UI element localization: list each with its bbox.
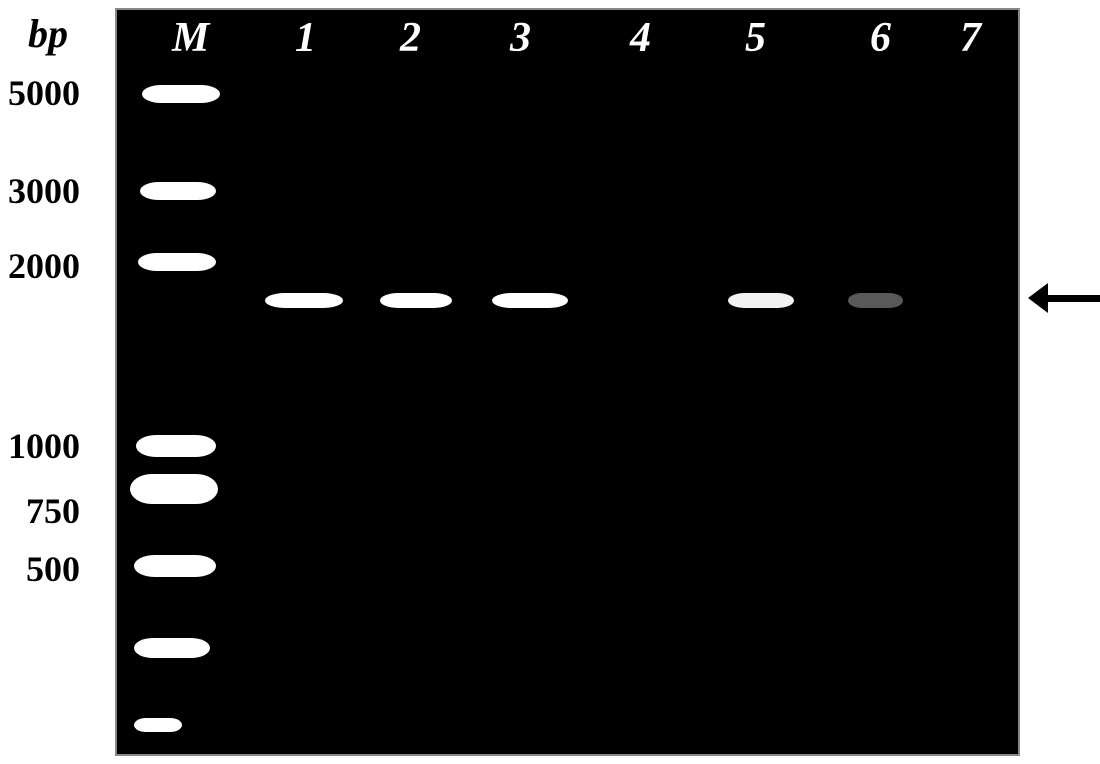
ladder-band <box>142 85 220 103</box>
lane-label-marker: M <box>172 14 209 62</box>
ladder-label-500: 500 <box>26 548 80 590</box>
lane-label-5: 5 <box>745 14 766 62</box>
ladder-label-2000: 2000 <box>8 245 80 287</box>
arrow-head-icon <box>1028 283 1048 313</box>
sample-band <box>380 293 452 308</box>
ladder-label-750: 750 <box>26 490 80 532</box>
lane-label-2: 2 <box>400 14 421 62</box>
bp-unit-label: bp <box>28 10 68 57</box>
ladder-band <box>130 474 218 504</box>
arrow-line <box>1048 295 1100 302</box>
lane-label-7: 7 <box>960 14 981 62</box>
ladder-label-5000: 5000 <box>8 72 80 114</box>
ladder-band <box>138 253 216 271</box>
ladder-label-1000: 1000 <box>8 425 80 467</box>
ladder-band <box>140 182 216 200</box>
figure-container: bp M 1 2 3 4 5 6 7 5000 3000 2000 1000 7… <box>0 0 1100 764</box>
target-band-arrow <box>1028 283 1100 313</box>
ladder-band <box>134 638 210 658</box>
sample-band <box>492 293 568 308</box>
ladder-label-3000: 3000 <box>8 170 80 212</box>
ladder-band <box>134 718 182 732</box>
sample-band <box>265 293 343 308</box>
gel-image <box>115 8 1020 756</box>
ladder-band <box>134 555 216 577</box>
sample-band <box>728 293 794 308</box>
lane-label-3: 3 <box>510 14 531 62</box>
lane-label-1: 1 <box>295 14 316 62</box>
ladder-band <box>136 435 216 457</box>
sample-band <box>848 293 903 308</box>
lane-label-4: 4 <box>630 14 651 62</box>
lane-label-6: 6 <box>870 14 891 62</box>
